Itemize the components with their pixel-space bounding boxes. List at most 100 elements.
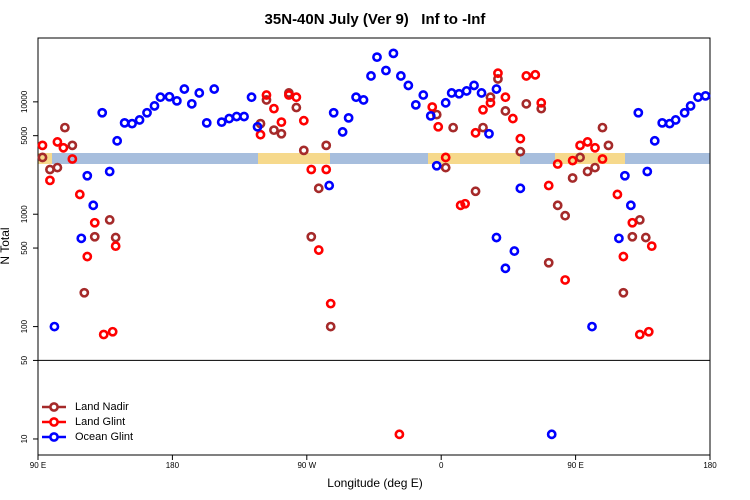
data-point — [149, 101, 160, 111]
data-point — [515, 183, 526, 194]
data-point — [543, 180, 554, 191]
data-point — [261, 95, 272, 105]
data-point — [612, 189, 623, 200]
data-point — [328, 107, 339, 118]
data-point — [298, 115, 309, 126]
data-point — [590, 142, 600, 153]
data-point — [74, 189, 85, 200]
data-point — [45, 175, 55, 186]
data-point — [448, 122, 459, 133]
data-point — [515, 133, 526, 144]
data-point — [649, 135, 660, 146]
data-point — [67, 140, 78, 151]
data-point — [291, 102, 302, 113]
data-point — [194, 88, 205, 98]
data-point — [509, 246, 520, 256]
data-point — [67, 154, 78, 164]
data-point — [104, 215, 115, 225]
data-point — [88, 200, 99, 211]
data-point — [640, 232, 651, 243]
legend-label: Ocean Glint — [75, 431, 133, 443]
y-tick-label: 5000 — [20, 126, 29, 144]
data-point — [104, 166, 115, 177]
data-point — [366, 71, 376, 81]
data-point — [546, 429, 557, 440]
data-point — [276, 128, 287, 139]
data-point — [590, 162, 600, 173]
data-point — [491, 232, 502, 243]
land-band — [428, 153, 520, 164]
data-point — [543, 257, 554, 268]
data-point — [321, 140, 332, 151]
data-point — [618, 287, 629, 298]
data-point — [536, 103, 547, 114]
x-tick-label: 180 — [166, 461, 180, 470]
data-point — [552, 200, 563, 211]
data-point — [491, 84, 502, 94]
data-point — [587, 321, 597, 332]
data-point — [209, 84, 220, 94]
data-point — [179, 84, 190, 94]
data-point — [521, 98, 532, 109]
data-point — [372, 52, 382, 63]
data-point — [530, 69, 541, 80]
data-point — [410, 99, 421, 110]
legend-marker — [49, 432, 59, 442]
data-point — [291, 92, 302, 103]
data-point — [478, 122, 488, 133]
data-point — [37, 152, 48, 163]
data-point — [470, 127, 481, 138]
data-point — [276, 117, 287, 128]
data-point — [52, 162, 63, 173]
data-point — [110, 241, 121, 252]
data-point — [388, 48, 399, 59]
data-point — [469, 80, 479, 91]
data-point — [252, 121, 263, 132]
data-point — [627, 217, 638, 228]
legend-label: Land Glint — [75, 416, 125, 428]
data-point — [313, 245, 324, 255]
data-point — [394, 429, 405, 440]
data-point — [216, 117, 227, 128]
x-tick-label: 90 E — [567, 461, 583, 470]
data-point — [575, 152, 585, 163]
data-point — [142, 107, 152, 118]
data-point — [403, 80, 414, 91]
data-point — [597, 154, 608, 164]
data-point — [560, 210, 571, 221]
data-point — [82, 251, 93, 262]
data-point — [582, 137, 593, 147]
data-point — [470, 186, 481, 197]
x-axis-label: Longitude (deg E) — [327, 476, 422, 490]
data-point — [515, 146, 526, 157]
data-point — [552, 159, 563, 169]
data-point — [110, 232, 121, 243]
data-point — [358, 95, 369, 105]
data-point — [500, 92, 511, 103]
y-tick-label: 50 — [20, 355, 29, 364]
data-point — [685, 101, 696, 111]
data-point — [642, 166, 653, 177]
data-point — [536, 97, 547, 108]
data-point — [89, 217, 100, 228]
data-point — [321, 164, 332, 175]
data-point — [427, 102, 438, 112]
data-point — [493, 74, 503, 84]
data-point — [261, 90, 272, 100]
data-point — [395, 71, 406, 81]
data-point — [418, 90, 429, 100]
data-point — [155, 92, 166, 103]
data-point — [478, 104, 488, 115]
data-point — [79, 287, 90, 298]
data-point — [107, 326, 118, 337]
data-point — [97, 107, 108, 118]
legend-marker — [49, 402, 59, 412]
data-point — [521, 71, 532, 81]
data-point — [134, 115, 145, 125]
data-point — [582, 166, 593, 177]
land-band — [258, 153, 330, 164]
data-point — [597, 122, 608, 133]
data-point — [313, 183, 324, 194]
data-point — [325, 298, 336, 309]
land-band — [555, 153, 625, 164]
